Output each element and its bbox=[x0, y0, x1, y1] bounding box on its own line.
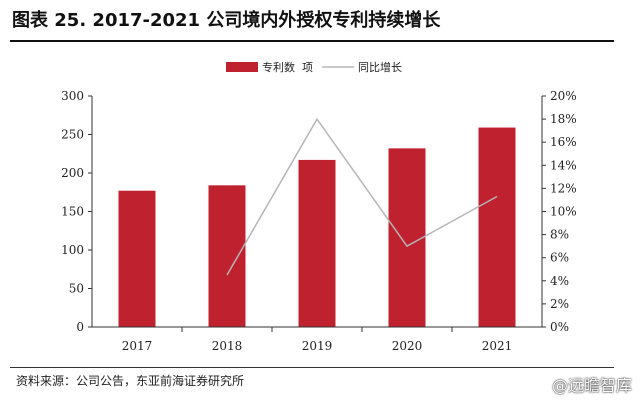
watermark: @远瞻智库 bbox=[551, 376, 632, 395]
y-left-tick-label: 0 bbox=[76, 320, 84, 334]
footer-divider bbox=[10, 367, 614, 368]
x-tick-label: 2021 bbox=[482, 339, 513, 353]
y-right-tick-label: 14% bbox=[550, 158, 577, 172]
bar bbox=[118, 190, 156, 327]
x-tick-label: 2020 bbox=[392, 339, 423, 353]
legend: 专利数 项 同比增长 bbox=[226, 60, 402, 74]
legend-line-label: 同比增长 bbox=[358, 60, 402, 74]
bars bbox=[118, 127, 516, 327]
source-note: 资料来源：公司公告，东亚前海证券研究所 bbox=[16, 374, 245, 388]
legend-bar-swatch bbox=[226, 62, 258, 72]
y-left-tick-label: 300 bbox=[61, 89, 84, 103]
growth-line-layer bbox=[226, 117, 498, 276]
axes: 0 50 100 150 200 250 300 0% 2% 4% 6% 8% 10% 12% 14% 16%… bbox=[61, 89, 577, 353]
y-left-tick-label: 150 bbox=[61, 205, 84, 219]
y-right-tick-label: 10% bbox=[550, 205, 577, 219]
chart-title: 图表 25. 2017-2021 公司境内外授权专利持续增长 bbox=[12, 10, 441, 31]
y-right-tick-label: 6% bbox=[550, 251, 569, 265]
x-tick-label: 2018 bbox=[212, 339, 243, 353]
y-left-tick-label: 250 bbox=[61, 128, 84, 142]
bar bbox=[208, 185, 246, 327]
y-right-tick-label: 18% bbox=[550, 112, 577, 126]
y-right-tick-label: 0% bbox=[550, 320, 569, 334]
legend-bar-label: 专利数 项 bbox=[262, 60, 313, 74]
y-right-tick-label: 12% bbox=[550, 181, 577, 195]
y-left-tick-label: 200 bbox=[61, 166, 84, 180]
bar bbox=[388, 148, 426, 327]
y-left-tick-label: 50 bbox=[69, 282, 84, 296]
bar bbox=[478, 127, 516, 327]
y-right-tick-label: 4% bbox=[550, 274, 569, 288]
y-right-tick-label: 20% bbox=[550, 89, 577, 103]
y-right-tick-label: 2% bbox=[550, 297, 569, 311]
bar bbox=[298, 159, 336, 327]
x-tick-label: 2019 bbox=[302, 339, 333, 353]
title-divider bbox=[10, 40, 614, 42]
y-right-tick-label: 16% bbox=[550, 135, 577, 149]
x-tick-label: 2017 bbox=[122, 339, 153, 353]
growth-line bbox=[226, 117, 498, 276]
y-right-tick-label: 8% bbox=[550, 228, 569, 242]
y-left-tick-label: 100 bbox=[61, 243, 84, 257]
